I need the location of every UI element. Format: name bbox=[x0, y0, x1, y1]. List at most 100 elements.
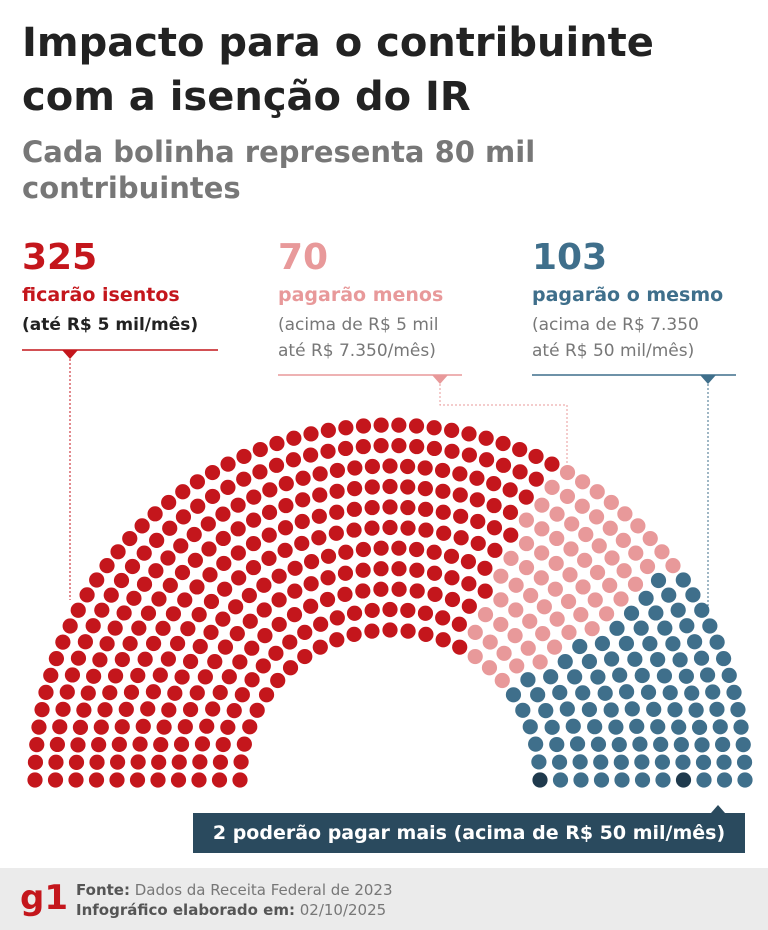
dot bbox=[269, 435, 285, 452]
dot bbox=[564, 516, 580, 532]
dot bbox=[215, 506, 231, 522]
dot bbox=[346, 626, 362, 642]
dot bbox=[650, 651, 666, 668]
dot bbox=[278, 476, 294, 492]
dot bbox=[453, 530, 469, 546]
dot bbox=[303, 447, 319, 463]
dot bbox=[735, 737, 751, 753]
dot bbox=[518, 489, 534, 505]
dot bbox=[173, 736, 190, 752]
dot bbox=[565, 718, 581, 734]
dot bbox=[102, 685, 118, 701]
dot bbox=[650, 719, 666, 735]
dot bbox=[716, 772, 733, 788]
dot bbox=[426, 420, 442, 436]
dot bbox=[47, 772, 64, 788]
dot bbox=[287, 560, 303, 576]
dot bbox=[311, 530, 327, 546]
dot bbox=[212, 754, 229, 770]
dot bbox=[85, 618, 101, 634]
dot bbox=[409, 562, 425, 578]
dot bbox=[109, 754, 126, 770]
dot bbox=[162, 520, 178, 536]
dot bbox=[258, 687, 275, 703]
dot bbox=[277, 520, 294, 536]
dot bbox=[444, 443, 460, 459]
dot bbox=[671, 719, 687, 735]
dot bbox=[418, 501, 434, 517]
dot bbox=[338, 440, 354, 457]
dot bbox=[92, 652, 108, 668]
dot bbox=[507, 628, 523, 644]
dot bbox=[534, 521, 550, 537]
dot bbox=[89, 754, 105, 770]
dot bbox=[107, 620, 123, 636]
dot bbox=[503, 527, 519, 543]
dot bbox=[201, 541, 217, 557]
dot bbox=[346, 605, 363, 621]
dot bbox=[241, 587, 257, 604]
dot bbox=[295, 470, 311, 486]
dot bbox=[590, 669, 606, 685]
dot bbox=[560, 593, 577, 610]
dot bbox=[597, 685, 613, 701]
dot bbox=[604, 651, 620, 667]
dot bbox=[699, 667, 716, 683]
dot bbox=[591, 538, 607, 554]
dot bbox=[27, 754, 44, 770]
dot bbox=[563, 541, 579, 557]
group-name: ficarão isentos bbox=[22, 284, 180, 306]
dot bbox=[656, 668, 673, 684]
dot bbox=[434, 462, 451, 479]
dot bbox=[662, 685, 678, 701]
dot bbox=[650, 572, 667, 589]
dot bbox=[613, 591, 629, 607]
dot bbox=[236, 471, 252, 487]
dot bbox=[400, 458, 416, 475]
dot bbox=[126, 590, 142, 606]
dot bbox=[242, 613, 258, 629]
dot bbox=[285, 452, 302, 468]
dot bbox=[518, 535, 535, 552]
dot bbox=[477, 606, 494, 623]
dot bbox=[113, 572, 130, 589]
dot bbox=[409, 583, 425, 599]
group-label: 103 pagarão o mesmo (acima de R$ 7.350 a… bbox=[532, 238, 723, 364]
dot bbox=[110, 544, 126, 560]
dot bbox=[417, 481, 433, 497]
dot bbox=[512, 441, 528, 458]
dot bbox=[161, 494, 177, 511]
dot bbox=[230, 545, 246, 561]
dot bbox=[256, 577, 272, 593]
group-description: (acima de R$ 5 mil bbox=[278, 315, 439, 335]
group-value: 70 bbox=[278, 237, 329, 278]
dot bbox=[461, 598, 477, 614]
dot bbox=[268, 457, 285, 473]
logo: g1 bbox=[20, 878, 68, 918]
dot bbox=[150, 772, 166, 788]
dot bbox=[530, 687, 546, 703]
dot bbox=[569, 736, 586, 752]
dot bbox=[287, 583, 303, 599]
dot bbox=[467, 648, 483, 665]
dot bbox=[169, 635, 186, 652]
group-value: 2 bbox=[212, 822, 227, 844]
dot bbox=[347, 460, 363, 476]
dot bbox=[294, 535, 310, 552]
dot bbox=[487, 542, 503, 558]
dot bbox=[93, 719, 109, 735]
pointer bbox=[62, 350, 78, 359]
dot bbox=[192, 754, 208, 770]
dot bbox=[567, 669, 583, 685]
dot bbox=[508, 577, 524, 593]
dot bbox=[611, 736, 627, 753]
dot bbox=[312, 639, 328, 655]
dot bbox=[140, 605, 157, 621]
dot bbox=[49, 736, 65, 753]
dot bbox=[712, 719, 728, 735]
dot bbox=[426, 565, 443, 581]
dot bbox=[48, 754, 64, 770]
dot bbox=[486, 497, 502, 514]
dot bbox=[452, 466, 468, 482]
pointer bbox=[432, 375, 448, 384]
